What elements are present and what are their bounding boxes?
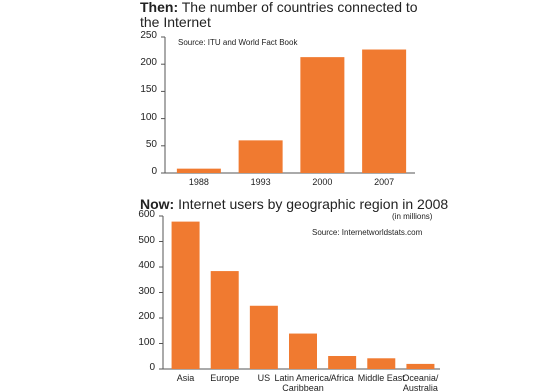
bar xyxy=(210,271,239,369)
title-lead: Now: xyxy=(140,196,175,212)
y-tick-label: 100 xyxy=(138,336,155,348)
bar xyxy=(300,57,345,173)
bar xyxy=(176,168,221,173)
y-tick-label: 400 xyxy=(138,260,155,271)
bar xyxy=(238,140,283,173)
source: Source: Internetworldstats.com xyxy=(312,228,423,237)
x-tick-label: 1993 xyxy=(250,177,271,187)
chart-title: Then: The number of countries connected … xyxy=(140,0,420,30)
chart-title: Now: Internet users by geographic region… xyxy=(140,197,500,212)
x-tick-label: US xyxy=(257,373,271,383)
y-tick-label: 150 xyxy=(140,84,157,96)
y-tick-label: 250 xyxy=(140,30,157,41)
bar xyxy=(362,49,407,173)
title-text: The number of countries connected to the… xyxy=(140,0,418,30)
y-tick-label: 500 xyxy=(138,234,155,246)
x-tick-label: Asia xyxy=(176,373,195,383)
title-text: Internet users by geographic region in 2… xyxy=(178,196,449,212)
y-tick-label: 50 xyxy=(145,138,157,150)
x-tick-label: 2007 xyxy=(374,177,395,187)
bar xyxy=(406,363,435,369)
y-tick-label: 600 xyxy=(138,209,155,220)
x-tick-label: Europe xyxy=(210,373,240,383)
x-tick-label: 1988 xyxy=(188,177,209,187)
title-lead: Then: xyxy=(140,0,179,15)
x-tick-label: Africa xyxy=(330,373,354,383)
x-tick-label: Oceania/ Australia xyxy=(402,373,439,391)
y-tick-label: 300 xyxy=(138,285,155,297)
x-tick-label: Middle East xyxy=(357,373,405,383)
y-tick-label: 0 xyxy=(151,166,157,177)
bar xyxy=(249,305,278,369)
x-tick-label: Latin America/ Caribbean xyxy=(274,373,332,391)
y-tick-label: 0 xyxy=(149,362,155,373)
y-tick-label: 100 xyxy=(140,111,157,123)
bar xyxy=(171,221,200,369)
y-tick-label: 200 xyxy=(140,57,157,69)
source: Source: ITU and World Fact Book xyxy=(178,38,298,47)
y-tick-label: 200 xyxy=(138,311,155,322)
bar xyxy=(328,355,357,369)
subtitle: (in millions) xyxy=(392,212,433,221)
x-tick-label: 2000 xyxy=(312,177,333,187)
bar xyxy=(289,333,317,369)
bar xyxy=(367,358,396,369)
